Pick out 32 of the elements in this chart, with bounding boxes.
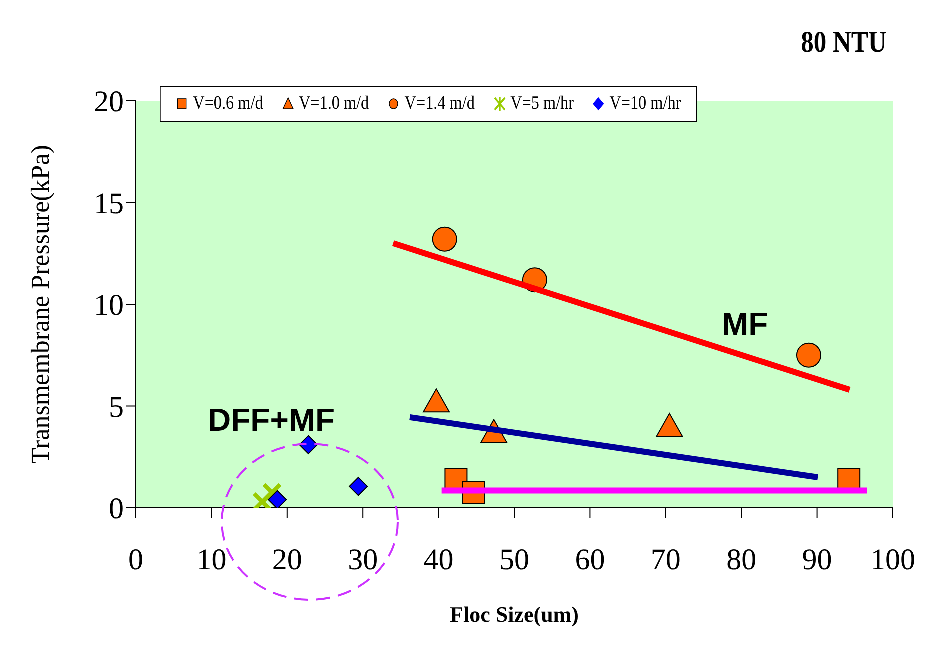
x-tick-label: 100: [870, 543, 916, 576]
x-tick-label: 90: [802, 543, 832, 576]
point: [423, 388, 450, 413]
x-tick-label: 60: [575, 543, 606, 576]
legend-label: V=0.6 m/d: [192, 93, 264, 115]
x-tick-label: 20: [272, 543, 302, 576]
x-tick-label: 10: [196, 543, 227, 576]
point: [432, 226, 458, 252]
legend-label: V=1.4 m/d: [404, 93, 475, 115]
x-tick-label: 30: [348, 543, 378, 576]
point: [796, 342, 822, 368]
y-tick-label: 0: [109, 492, 124, 526]
x-tick-label: 50: [500, 543, 530, 576]
legend-label: V=1.0 m/d: [298, 93, 370, 115]
point: [262, 482, 282, 503]
y-tick-label: 5: [109, 390, 124, 424]
x-axis-title: Floc Size(um): [450, 602, 579, 627]
y-axis-title: Transmembrane Pressure(kPa): [26, 145, 56, 464]
y-tick-label: 15: [94, 187, 124, 220]
x-tick-label: 80: [726, 543, 757, 576]
legend-label: V=5 m/hr: [510, 93, 574, 115]
y-tick-label: 10: [94, 289, 124, 322]
point: [268, 490, 288, 508]
x-tick-label: 40: [424, 543, 454, 576]
chart-title: 80 NTU: [801, 26, 887, 60]
annotation: DFF+MF: [208, 402, 336, 439]
annotation: MF: [722, 306, 768, 343]
point: [656, 413, 684, 438]
x-tick-label: 70: [650, 543, 681, 576]
y-tick-label: 20: [94, 86, 124, 119]
point: [349, 477, 368, 496]
legend-label: V=10 m/hr: [608, 93, 682, 115]
